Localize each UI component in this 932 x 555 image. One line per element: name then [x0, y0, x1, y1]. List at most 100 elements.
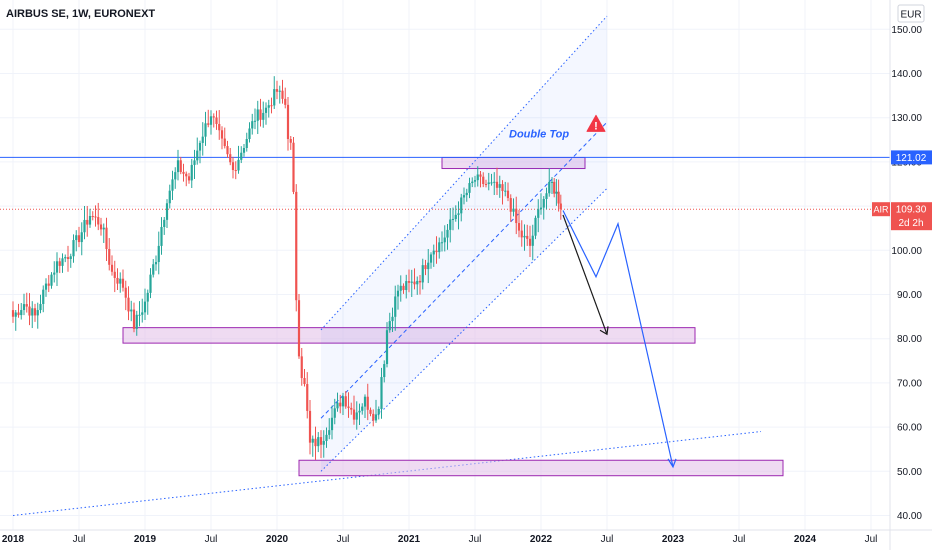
candle-body — [80, 232, 83, 243]
candle-body — [542, 198, 545, 208]
candle-body — [33, 308, 37, 316]
support-zone-50[interactable] — [298, 459, 784, 477]
candle-body — [319, 437, 323, 445]
candle-body — [559, 203, 562, 210]
candle-body — [168, 190, 171, 204]
candle-body — [152, 264, 155, 275]
candle-body — [237, 159, 240, 171]
channel-line-middle[interactable] — [320, 121, 608, 419]
x-tick-label: Jul — [205, 534, 218, 545]
candle-body — [154, 262, 158, 265]
countdown-label: 2d 2h — [898, 218, 923, 229]
candle-body — [526, 235, 529, 239]
candle-body — [240, 152, 243, 160]
candle-body — [242, 147, 246, 153]
resistance-price-badge — [891, 150, 932, 165]
candle-body — [36, 310, 39, 316]
channel-line-upper[interactable] — [320, 15, 608, 331]
candle-body — [314, 438, 317, 447]
candle-body — [476, 174, 479, 181]
candle-body — [86, 219, 89, 225]
candle-body — [251, 121, 254, 129]
candle-body — [275, 89, 279, 92]
candle-body — [487, 182, 490, 185]
candle-body — [141, 312, 144, 315]
x-tick-label: 2024 — [794, 534, 817, 545]
candle-body — [231, 162, 235, 171]
y-tick-label: 60.00 — [897, 423, 922, 434]
short-arrow[interactable] — [562, 214, 608, 335]
candle-body — [471, 181, 474, 184]
x-tick-label: Jul — [73, 534, 86, 545]
candle-body — [253, 120, 257, 122]
candle-body — [410, 281, 413, 283]
candle-body — [116, 277, 119, 284]
y-tick-label: 130.00 — [891, 113, 922, 124]
x-tick-label: 2020 — [266, 534, 289, 545]
candle-body — [394, 296, 397, 317]
candle-body — [55, 261, 59, 273]
candle-body — [366, 396, 369, 410]
x-tick-label: 2023 — [662, 534, 685, 545]
candle-body — [163, 219, 166, 227]
candle-body — [91, 216, 94, 218]
candle-body — [388, 321, 391, 331]
candle-body — [380, 377, 383, 409]
x-tick-label: 2021 — [398, 534, 421, 545]
candle-body — [88, 216, 92, 225]
candle-body — [53, 272, 56, 275]
candle-body — [165, 203, 169, 220]
candle-body — [72, 240, 75, 257]
projection-path[interactable] — [562, 210, 674, 468]
candle-body — [347, 406, 350, 408]
candle-body — [512, 208, 515, 212]
candle-body — [454, 214, 457, 219]
candle-body — [17, 312, 20, 316]
y-tick-label: 150.00 — [891, 25, 922, 36]
x-tick-label: Jul — [337, 534, 350, 545]
candle-body — [245, 139, 248, 148]
candle-body — [14, 312, 17, 317]
candle-body — [201, 136, 204, 143]
candle-body — [262, 112, 265, 120]
candle-body — [212, 116, 215, 118]
candle-body — [484, 184, 488, 186]
candle-body — [473, 180, 477, 182]
candle-body — [504, 190, 507, 192]
candle-body — [97, 217, 100, 225]
candle-body — [218, 123, 221, 131]
candle-body — [523, 235, 526, 238]
candle-body — [308, 410, 312, 443]
candle-body — [113, 271, 116, 278]
candle-body — [534, 217, 537, 236]
candle-body — [50, 274, 53, 286]
candle-body — [94, 216, 97, 218]
candle-body — [174, 172, 177, 180]
projection-arrowhead — [667, 458, 677, 469]
candle-body — [553, 181, 556, 194]
candle-body — [303, 378, 306, 385]
candle-body — [278, 90, 281, 92]
candle-body — [391, 316, 394, 322]
double-top-label: Double Top — [509, 129, 569, 141]
candle-body — [121, 278, 125, 288]
x-tick-label: Jul — [865, 534, 878, 545]
candle-body — [300, 356, 303, 379]
candle-body — [396, 290, 400, 297]
candle-body — [427, 262, 430, 270]
currency-button[interactable]: EUR — [897, 4, 925, 23]
candle-body — [493, 181, 496, 183]
candle-body — [317, 437, 320, 447]
x-tick-label: 2022 — [530, 534, 553, 545]
candle-body — [22, 304, 26, 311]
candle-body — [11, 310, 15, 317]
candle-body — [383, 364, 386, 378]
candle-body — [537, 209, 540, 218]
candle-body — [548, 181, 551, 194]
candle-body — [363, 396, 367, 407]
current-price-label: 109.30 — [896, 205, 927, 216]
channel-line-lower[interactable] — [320, 188, 608, 472]
symbol-label: AIR — [873, 205, 889, 215]
